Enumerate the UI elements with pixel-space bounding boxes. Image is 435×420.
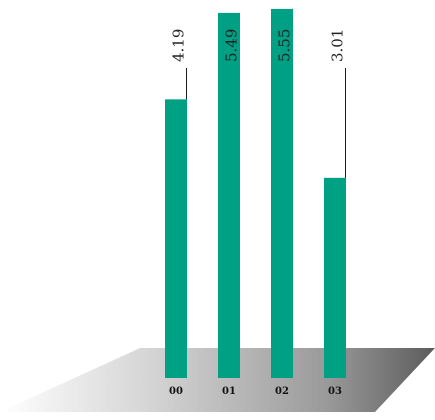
value-label-03: 3.01 <box>329 29 347 62</box>
value-label-01: 5.49 <box>223 29 241 62</box>
value-label-00: 4.19 <box>170 29 188 62</box>
leader-lines <box>186 8 346 178</box>
category-label-02: 02 <box>275 386 289 397</box>
category-label-03: 03 <box>328 386 342 397</box>
value-labels: 4.19 5.49 5.55 3.01 <box>170 29 347 62</box>
category-labels: 00 01 02 03 <box>169 386 342 397</box>
bar-00 <box>165 99 187 379</box>
category-label-01: 01 <box>222 386 236 397</box>
bars <box>165 8 346 379</box>
category-label-00: 00 <box>169 386 183 397</box>
chart-floor <box>0 348 435 412</box>
bar-01 <box>218 12 240 378</box>
value-label-02: 5.55 <box>276 29 294 62</box>
bar-03 <box>324 177 346 378</box>
bar-02 <box>271 8 293 379</box>
